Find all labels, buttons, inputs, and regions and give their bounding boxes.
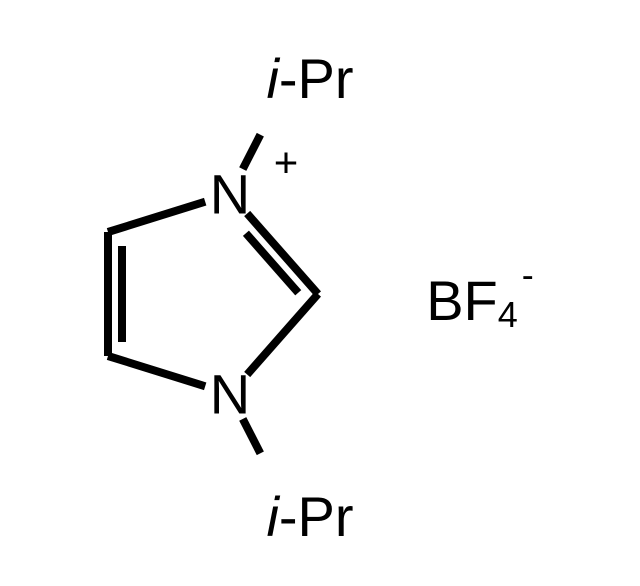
nitrogen-label: N <box>210 163 250 226</box>
molecule-diagram: i-Pr i-Pr N N + BF4- <box>0 0 640 586</box>
substituent-label: i-Pr <box>266 47 353 110</box>
substituent-label: i-Pr <box>266 485 353 548</box>
counter-ion: BF4- <box>426 254 534 335</box>
nitrogen-label: N <box>210 363 250 426</box>
charge-plus: + <box>274 139 299 186</box>
